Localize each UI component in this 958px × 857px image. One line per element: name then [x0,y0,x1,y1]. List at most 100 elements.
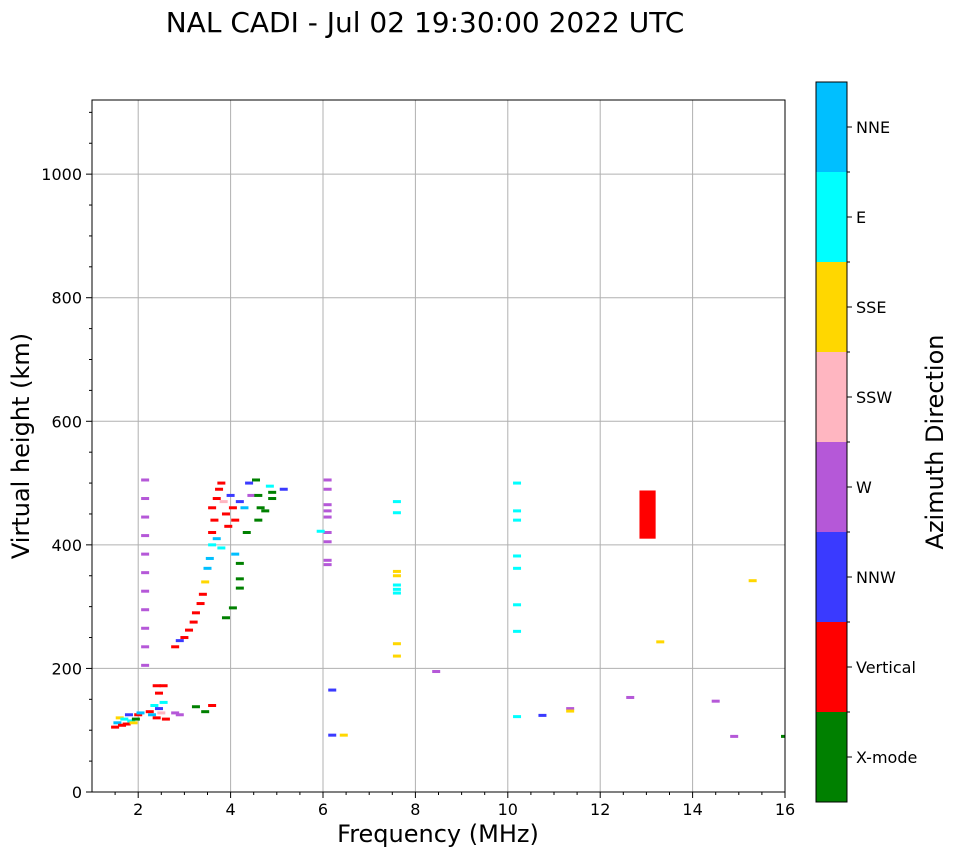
data-point [247,493,256,497]
data-point [141,663,150,667]
y-tick-label: 0 [72,783,82,802]
data-point [279,487,288,491]
y-tick-label: 600 [51,412,82,431]
colorbar-label: W [856,478,872,497]
data-point [208,543,217,547]
data-point [224,524,233,528]
data-point [217,481,226,485]
colorbar-label: SSE [856,298,886,317]
y-tick-label: 200 [51,659,82,678]
data-point [626,695,635,699]
data-point [191,611,200,615]
data-point [113,721,122,725]
data-point [228,506,237,510]
data-point [141,608,150,612]
data-point [212,497,221,501]
data-point [240,506,249,510]
data-point [432,670,441,674]
data-point [781,734,785,738]
y-tick-label: 1000 [41,165,82,184]
data-point [328,688,337,692]
data-point [210,518,219,522]
x-tick-label: 14 [682,800,702,819]
data-point [392,591,401,595]
data-point [339,733,348,737]
colorbar: X-mode Vertical NNW W SSW SSE E NNE [815,81,917,803]
colorbar-frame [815,81,848,803]
data-point [215,487,224,491]
data-point [513,603,522,607]
colorbar-swatch [816,442,847,532]
data-point [392,574,401,578]
data-point [115,716,124,720]
data-point [221,616,230,620]
data-point [161,717,170,721]
colorbar-swatch [816,622,847,712]
x-tick-label: 10 [498,800,518,819]
data-point [323,558,332,562]
axis-ticks: 2 4 6 8 10 12 14 16 0 200 400 600 800 1000 [41,111,795,819]
data-point [196,602,205,606]
x-tick-label: 16 [775,800,795,819]
data-point [120,717,129,721]
data-point [328,733,337,737]
data-point [217,546,226,550]
colorbar-swatch [816,532,847,622]
data-point [268,497,277,501]
colorbar-swatch [816,82,847,172]
data-point [198,592,207,596]
colorbar-label: Vertical [856,658,916,677]
data-point [566,709,575,713]
data-point [148,713,157,717]
colorbar-swatch [816,352,847,442]
data-point [323,503,332,507]
data-point [131,717,140,721]
data-point [392,511,401,515]
data-point [316,529,325,533]
data-point [323,531,332,534]
data-point [152,684,161,688]
y-axis-label: Virtual height (km) [7,333,35,559]
data-point [235,586,244,590]
data-point [513,566,522,570]
data-point [254,518,263,522]
data-point [124,713,133,717]
data-point [513,481,522,485]
data-point [171,645,180,649]
data-point [538,713,547,717]
data-point [513,518,522,522]
data-point [323,563,332,567]
data-point [221,512,230,516]
grid-lines [92,100,785,792]
data-point [141,534,150,538]
data-point [226,493,235,497]
colorbar-swatch [816,712,847,802]
data-point [228,606,237,610]
data-point [245,481,254,485]
x-tick-label: 8 [410,800,420,819]
data-point [136,711,145,715]
colorbar-label: E [856,208,866,227]
data-point [159,700,168,704]
data-point [145,710,154,714]
data-point [122,722,131,726]
colorbar-swatch [816,172,847,262]
plot-area [91,99,786,793]
data-point [141,515,150,519]
y-tick-label: 800 [51,289,82,308]
data-point [513,554,522,558]
data-point [185,628,194,632]
data-point [392,500,401,504]
data-point [141,571,150,575]
data-point [252,478,261,482]
data-point [111,725,120,729]
data-point [231,518,240,522]
data-point [208,704,217,707]
data-point [205,556,214,560]
data-point [656,640,665,644]
data-point [141,589,150,593]
data-point [171,711,180,715]
data-point [127,719,136,723]
data-point [254,493,263,497]
